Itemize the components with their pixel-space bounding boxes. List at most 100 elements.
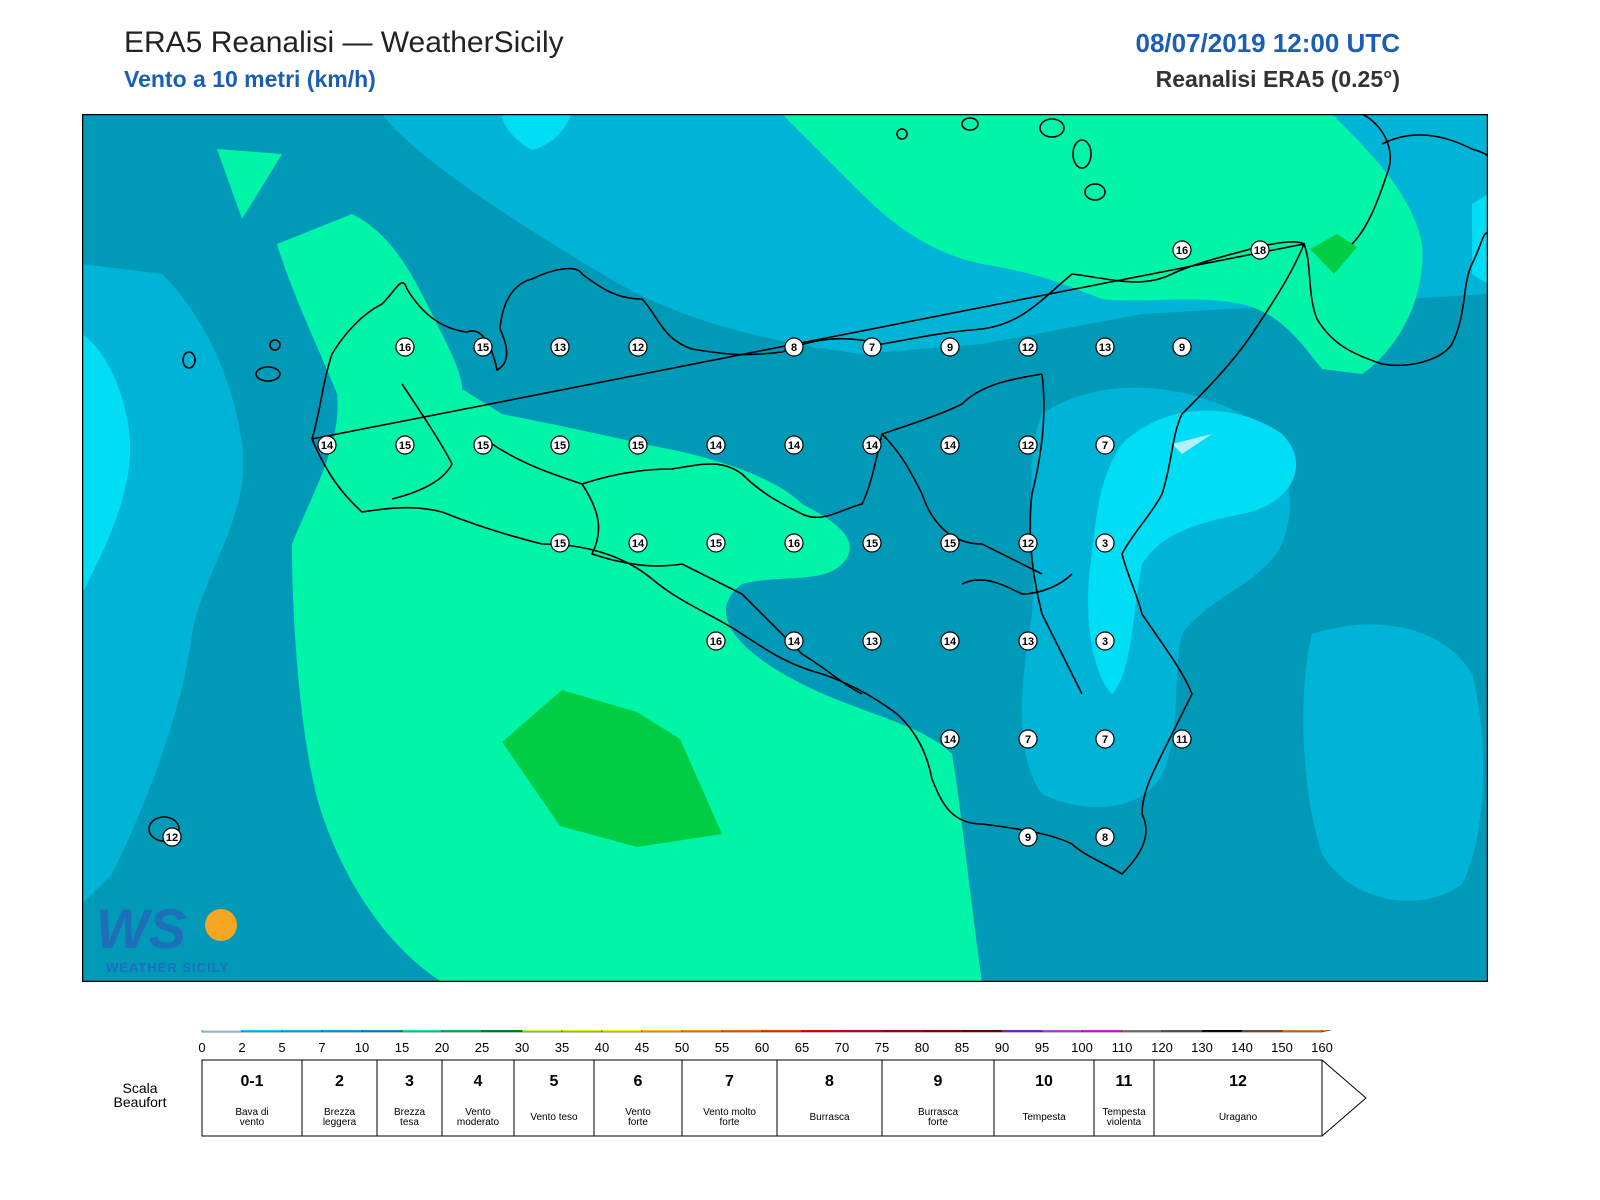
- station-marker: 14: [317, 435, 337, 455]
- station-marker: 3: [1095, 533, 1115, 553]
- station-marker: 15: [940, 533, 960, 553]
- beaufort-number: 0-1: [240, 1073, 263, 1090]
- station-value: 12: [1022, 342, 1034, 354]
- wind-band-2-5-north: [502, 114, 572, 150]
- colorbar-swatch: [801, 1030, 843, 1033]
- station-marker: 16: [1172, 240, 1192, 260]
- station-value: 7: [1102, 734, 1108, 746]
- station-value: 14: [788, 636, 801, 648]
- beaufort-desc: Tempesta: [1022, 1112, 1066, 1123]
- station-marker: 16: [706, 631, 726, 651]
- colorbar-tick: 65: [795, 1040, 809, 1055]
- station-value: 14: [944, 734, 957, 746]
- colorbar-tick: 120: [1151, 1040, 1173, 1055]
- station-value: 8: [1102, 832, 1108, 844]
- beaufort-desc: Uragano: [1219, 1112, 1258, 1123]
- colorbar-swatch: [481, 1030, 523, 1033]
- colorbar-tick: 0: [198, 1040, 205, 1055]
- station-marker: 14: [940, 729, 960, 749]
- station-value: 16: [710, 636, 722, 648]
- station-value: 9: [947, 342, 953, 354]
- wind-band-15-20-south: [277, 214, 982, 982]
- station-value: 16: [788, 538, 800, 550]
- coastline: [148, 114, 1488, 876]
- colorbar-tick: 80: [915, 1040, 929, 1055]
- colorbar-tick: 35: [555, 1040, 569, 1055]
- station-marker: 15: [473, 435, 493, 455]
- beaufort-number: 7: [725, 1073, 734, 1090]
- station-marker: 12: [1018, 337, 1038, 357]
- map-subtitle: Vento a 10 metri (km/h): [124, 66, 376, 92]
- station-value: 9: [1025, 832, 1031, 844]
- colorbar-tick: 95: [1035, 1040, 1049, 1055]
- station-marker: 9: [940, 337, 960, 357]
- colorbar-swatch: [1201, 1030, 1243, 1033]
- colorbar-tick: 150: [1271, 1040, 1293, 1055]
- colorbar-swatch: [1281, 1030, 1323, 1033]
- station-value: 14: [944, 440, 957, 452]
- colorbar-tick: 45: [635, 1040, 649, 1055]
- station-marker: 8: [1095, 827, 1115, 847]
- beaufort-number: 11: [1116, 1073, 1133, 1090]
- station-marker: 12: [628, 337, 648, 357]
- beaufort-number: 9: [934, 1073, 943, 1090]
- station-marker: 7: [1095, 729, 1115, 749]
- station-value: 13: [1022, 636, 1034, 648]
- station-value: 15: [477, 440, 489, 452]
- station-value: 14: [321, 440, 334, 452]
- station-marker: 8: [784, 337, 804, 357]
- beaufort-desc: violenta: [1107, 1117, 1142, 1128]
- station-value: 14: [632, 538, 645, 550]
- station-value: 16: [399, 342, 411, 354]
- colorbar-tick: 90: [995, 1040, 1009, 1055]
- colorbar-tick: 7: [318, 1040, 325, 1055]
- station-value: 14: [866, 440, 879, 452]
- station-marker: 13: [1095, 337, 1115, 357]
- beaufort-number: 4: [474, 1073, 483, 1090]
- wind-band-2-5-far-east: [1472, 194, 1488, 284]
- beaufort-desc: Bava di: [235, 1107, 268, 1118]
- station-marker: 12: [1018, 533, 1038, 553]
- wind-band-15-20-north-blob: [217, 149, 282, 219]
- colorbar-swatch: [841, 1030, 883, 1033]
- wind-legend: 0 2 5 7 10 15 20 25 30 35 40 45 50 55 60 65 70 75 80 85 90 95…: [114, 1030, 1367, 1137]
- station-marker: 14: [940, 435, 960, 455]
- beaufort-desc: Vento molto: [703, 1107, 756, 1118]
- beaufort-number: 3: [405, 1073, 414, 1090]
- station-value: 3: [1102, 636, 1108, 648]
- beaufort-cell: 5 Vento teso: [513, 1059, 595, 1137]
- beaufort-cell: 10 Tempesta: [993, 1059, 1095, 1137]
- colorbar-tick: 15: [395, 1040, 409, 1055]
- beaufort-number: 8: [825, 1073, 834, 1090]
- beaufort-desc: forte: [719, 1117, 739, 1128]
- station-value: 7: [869, 342, 875, 354]
- colorbar-swatch: [1161, 1030, 1203, 1033]
- beaufort-desc: moderato: [457, 1117, 500, 1128]
- colorbar-swatch: [1121, 1030, 1163, 1033]
- beaufort-desc: forte: [628, 1117, 648, 1128]
- station-marker: 15: [862, 533, 882, 553]
- station-value: 14: [944, 636, 957, 648]
- station-value: 12: [632, 342, 644, 354]
- beaufort-number: 12: [1229, 1073, 1247, 1090]
- beaufort-desc: Vento: [625, 1107, 651, 1118]
- beaufort-cell: 8 Burrasca: [776, 1059, 883, 1137]
- station-marker: 9: [1172, 337, 1192, 357]
- station-marker: 14: [628, 533, 648, 553]
- beaufort-desc: Vento teso: [530, 1112, 578, 1123]
- colorbar-tick: 30: [515, 1040, 529, 1055]
- colorbar-swatch: [1001, 1030, 1043, 1033]
- map-title: ERA5 Reanalisi — WeatherSicily: [124, 26, 564, 59]
- beaufort-desc: forte: [928, 1117, 948, 1128]
- station-value: 14: [710, 440, 723, 452]
- colorbar-swatch: [1041, 1030, 1083, 1033]
- station-marker: 12: [162, 827, 182, 847]
- valid-datetime: 08/07/2019 12:00 UTC: [1135, 28, 1400, 58]
- station-value: 8: [791, 342, 797, 354]
- station-value: 15: [632, 440, 644, 452]
- station-marker: 12: [1018, 435, 1038, 455]
